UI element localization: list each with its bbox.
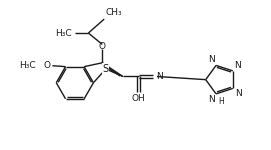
Text: H: H [219,97,224,106]
Text: S: S [103,64,109,74]
Text: H₃C: H₃C [55,28,72,38]
Text: N: N [234,61,241,70]
Text: CH₃: CH₃ [105,8,122,17]
Text: N: N [235,89,242,98]
Text: O: O [43,61,50,70]
Text: OH: OH [132,94,146,103]
Text: N: N [156,72,162,81]
Text: N: N [208,95,215,104]
Text: H₃C: H₃C [20,61,36,70]
Text: N: N [208,55,215,64]
Text: O: O [99,42,106,51]
